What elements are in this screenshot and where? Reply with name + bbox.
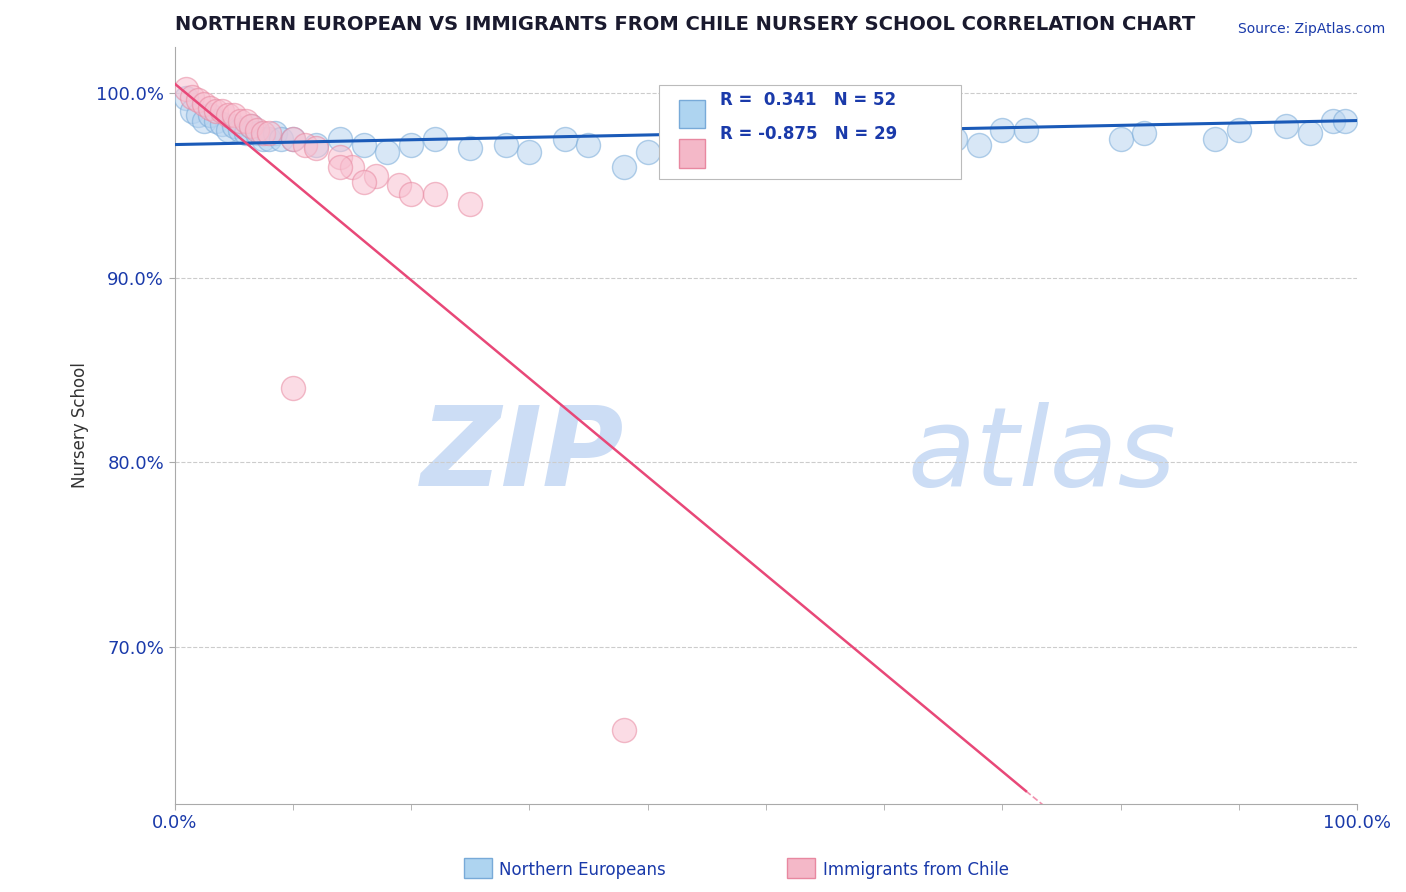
Point	[281, 132, 304, 146]
Point	[235, 113, 257, 128]
Point	[205, 104, 228, 119]
Point	[1299, 127, 1322, 141]
Point	[329, 151, 352, 165]
Point	[181, 104, 204, 119]
Point	[246, 123, 269, 137]
Point	[388, 178, 411, 193]
Point	[264, 127, 287, 141]
Point	[613, 160, 636, 174]
Point	[228, 123, 250, 137]
Point	[205, 113, 228, 128]
Point	[222, 108, 245, 122]
Point	[578, 137, 600, 152]
Point	[967, 137, 990, 152]
Point	[240, 119, 263, 133]
Point	[801, 132, 824, 146]
Text: Source: ZipAtlas.com: Source: ZipAtlas.com	[1237, 22, 1385, 37]
Point	[920, 132, 942, 146]
Point	[707, 132, 730, 146]
Point	[305, 137, 328, 152]
Point	[211, 117, 233, 131]
Point	[281, 132, 304, 146]
Point	[1322, 113, 1344, 128]
Point	[1275, 119, 1298, 133]
Point	[991, 123, 1014, 137]
Point	[246, 127, 269, 141]
Point	[240, 119, 263, 133]
Point	[193, 97, 215, 112]
Point	[517, 145, 540, 159]
Point	[495, 137, 517, 152]
Point	[683, 132, 706, 146]
Point	[329, 132, 352, 146]
Point	[554, 132, 576, 146]
Point	[377, 145, 399, 159]
Y-axis label: Nursery School: Nursery School	[72, 362, 89, 488]
Point	[252, 127, 274, 141]
Point	[329, 160, 352, 174]
Text: Immigrants from Chile: Immigrants from Chile	[823, 861, 1008, 879]
Point	[1334, 113, 1357, 128]
Point	[294, 137, 316, 152]
Point	[257, 127, 280, 141]
Point	[755, 132, 778, 146]
Point	[270, 132, 292, 146]
Point	[458, 196, 481, 211]
Point	[176, 91, 198, 105]
Point	[222, 119, 245, 133]
Point	[281, 381, 304, 395]
Point	[778, 132, 800, 146]
Point	[252, 132, 274, 146]
Point	[1109, 132, 1132, 146]
Point	[423, 187, 446, 202]
Point	[353, 174, 375, 188]
Text: R = -0.875   N = 29: R = -0.875 N = 29	[720, 125, 897, 143]
Point	[1227, 123, 1250, 137]
Text: R =  0.341   N = 52: R = 0.341 N = 52	[720, 91, 896, 109]
Point	[731, 132, 754, 146]
Point	[217, 123, 239, 137]
Text: ZIP: ZIP	[420, 402, 624, 509]
Point	[399, 137, 422, 152]
Point	[1133, 127, 1156, 141]
FancyBboxPatch shape	[679, 139, 706, 168]
Point	[897, 132, 920, 146]
Point	[1015, 123, 1038, 137]
Text: Northern Europeans: Northern Europeans	[499, 861, 666, 879]
Point	[399, 187, 422, 202]
FancyBboxPatch shape	[659, 85, 960, 179]
Point	[637, 145, 659, 159]
Point	[364, 169, 387, 183]
Point	[198, 101, 221, 115]
Point	[943, 132, 966, 146]
Point	[181, 89, 204, 103]
Point	[187, 108, 209, 122]
FancyBboxPatch shape	[679, 100, 706, 128]
Point	[176, 82, 198, 96]
Point	[849, 132, 872, 146]
Point	[217, 108, 239, 122]
Point	[613, 723, 636, 737]
Point	[1204, 132, 1226, 146]
Point	[235, 127, 257, 141]
Point	[458, 141, 481, 155]
Point	[193, 113, 215, 128]
Point	[305, 141, 328, 155]
Point	[187, 93, 209, 107]
Text: NORTHERN EUROPEAN VS IMMIGRANTS FROM CHILE NURSERY SCHOOL CORRELATION CHART: NORTHERN EUROPEAN VS IMMIGRANTS FROM CHI…	[174, 15, 1195, 34]
Point	[423, 132, 446, 146]
Point	[228, 113, 250, 128]
Point	[211, 104, 233, 119]
Point	[353, 137, 375, 152]
Point	[340, 160, 363, 174]
Point	[257, 132, 280, 146]
Point	[198, 108, 221, 122]
Text: atlas: atlas	[908, 402, 1177, 509]
